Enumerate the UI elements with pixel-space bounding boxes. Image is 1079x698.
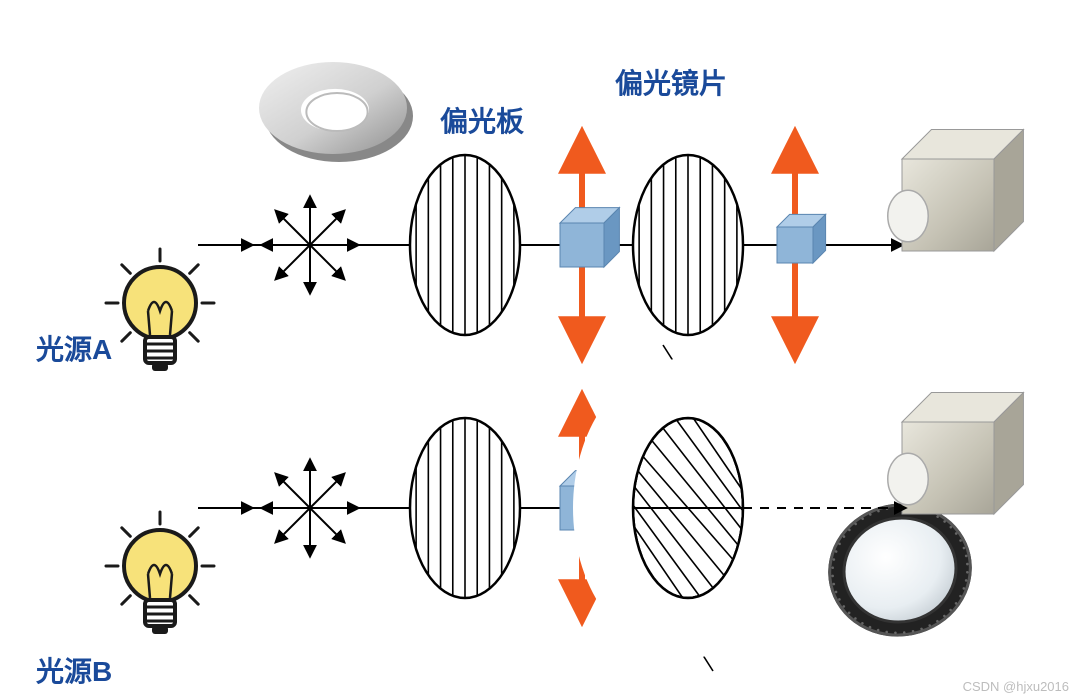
light-bulb-icon (106, 512, 214, 634)
light-bulb-icon (106, 249, 214, 371)
beam-splitter-cube (560, 208, 619, 267)
watermark: CSDN @hjxu2016 (963, 679, 1069, 694)
unpolarized-light-icon (262, 197, 358, 293)
label-polarizer-plate: 偏光板 (440, 100, 524, 140)
polarizer-ellipse (410, 418, 520, 598)
label-source-a: 光源A (36, 328, 112, 368)
ring-washer (259, 62, 413, 162)
label-polarizer-lens: 偏光镜片 (615, 62, 727, 102)
label-source-b: 光源B (36, 650, 112, 690)
beam-splitter-cube (777, 214, 826, 263)
unpolarized-light-icon (262, 460, 358, 556)
camera-icon (888, 393, 1024, 514)
polarizer-ellipse (633, 155, 743, 335)
polarizer-ellipse (410, 155, 520, 335)
camera-icon (888, 130, 1024, 251)
